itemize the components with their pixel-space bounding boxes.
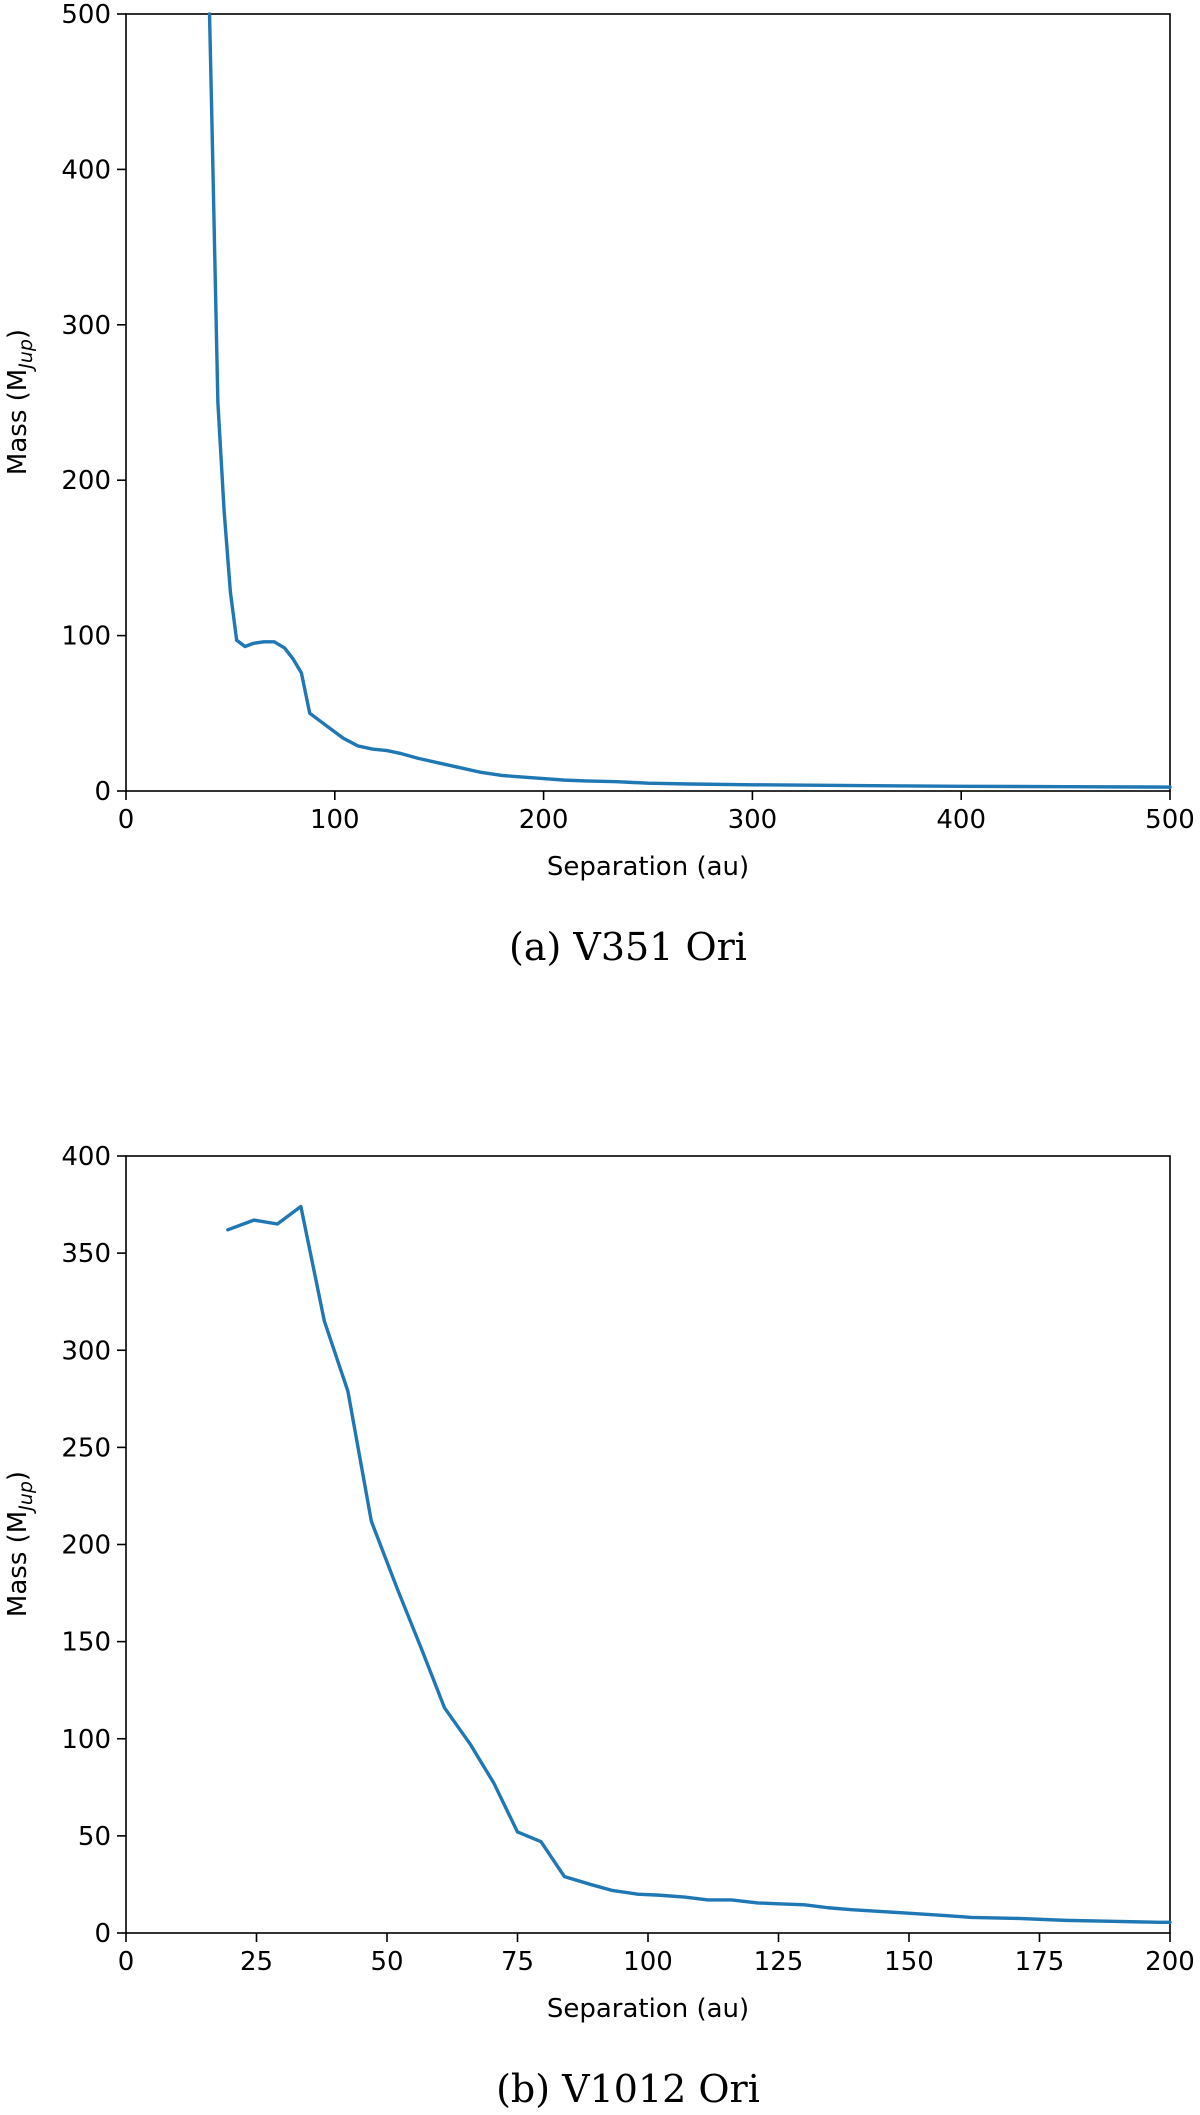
y-tick-label: 400 — [61, 1142, 111, 1172]
y-tick-label: 200 — [61, 466, 111, 496]
y-tick-label: 400 — [61, 155, 111, 185]
y-tick-label: 100 — [61, 1725, 111, 1755]
panel-a: 0 100 200 300 400 500 0 100 200 300 400 500 Separa… — [3, 0, 1195, 969]
x-tick-label: 400 — [936, 805, 986, 835]
x-tick-label: 100 — [310, 805, 360, 835]
y-tick-label: 300 — [61, 311, 111, 341]
x-tick-label: 75 — [501, 1947, 534, 1977]
y-tick-label: 0 — [94, 1919, 111, 1949]
y-tick-label: 350 — [61, 1239, 111, 1269]
series-line — [207, 12, 1172, 789]
x-tick-label: 300 — [728, 805, 778, 835]
x-tick-label: 0 — [118, 805, 135, 835]
y-ticks: 0 50 100 150 200 250 300 350 400 — [61, 1142, 126, 1949]
panel-b: 0 25 50 75 100 125 150 175 200 0 50 100 150 200 250 30… — [3, 1142, 1195, 2111]
y-tick-label: 250 — [61, 1433, 111, 1463]
panel-caption: (a) V351 Ori — [509, 925, 747, 969]
y-tick-label: 0 — [94, 777, 111, 807]
x-tick-label: 200 — [1145, 1947, 1195, 1977]
y-tick-label: 100 — [61, 622, 111, 652]
plot-frame — [125, 1155, 1171, 1934]
y-tick-label: 200 — [61, 1531, 111, 1561]
x-ticks: 0 25 50 75 100 125 150 175 200 — [118, 1933, 1195, 1977]
x-axis-label: Separation (au) — [547, 852, 749, 882]
y-ticks: 0 100 200 300 400 500 — [61, 0, 126, 807]
y-tick-label: 150 — [61, 1628, 111, 1658]
x-axis-label: Separation (au) — [547, 1994, 749, 2024]
x-tick-label: 0 — [118, 1947, 135, 1977]
x-tick-label: 200 — [519, 805, 569, 835]
y-axis-label: Mass (MJup) — [3, 329, 37, 475]
x-tick-label: 150 — [884, 1947, 934, 1977]
y-tick-label: 300 — [61, 1336, 111, 1366]
series-line — [226, 1204, 1172, 1925]
y-axis-label: Mass (MJup) — [3, 1471, 37, 1617]
x-tick-label: 25 — [240, 1947, 273, 1977]
x-tick-label: 50 — [370, 1947, 403, 1977]
x-tick-label: 125 — [754, 1947, 804, 1977]
panel-caption: (b) V1012 Ori — [496, 2067, 760, 2111]
x-tick-label: 175 — [1015, 1947, 1065, 1977]
x-tick-label: 500 — [1145, 805, 1195, 835]
y-tick-label: 500 — [61, 0, 111, 30]
x-ticks: 0 100 200 300 400 500 — [118, 791, 1195, 835]
plot-frame — [125, 13, 1171, 792]
y-tick-label: 50 — [78, 1822, 111, 1852]
x-tick-label: 100 — [623, 1947, 673, 1977]
